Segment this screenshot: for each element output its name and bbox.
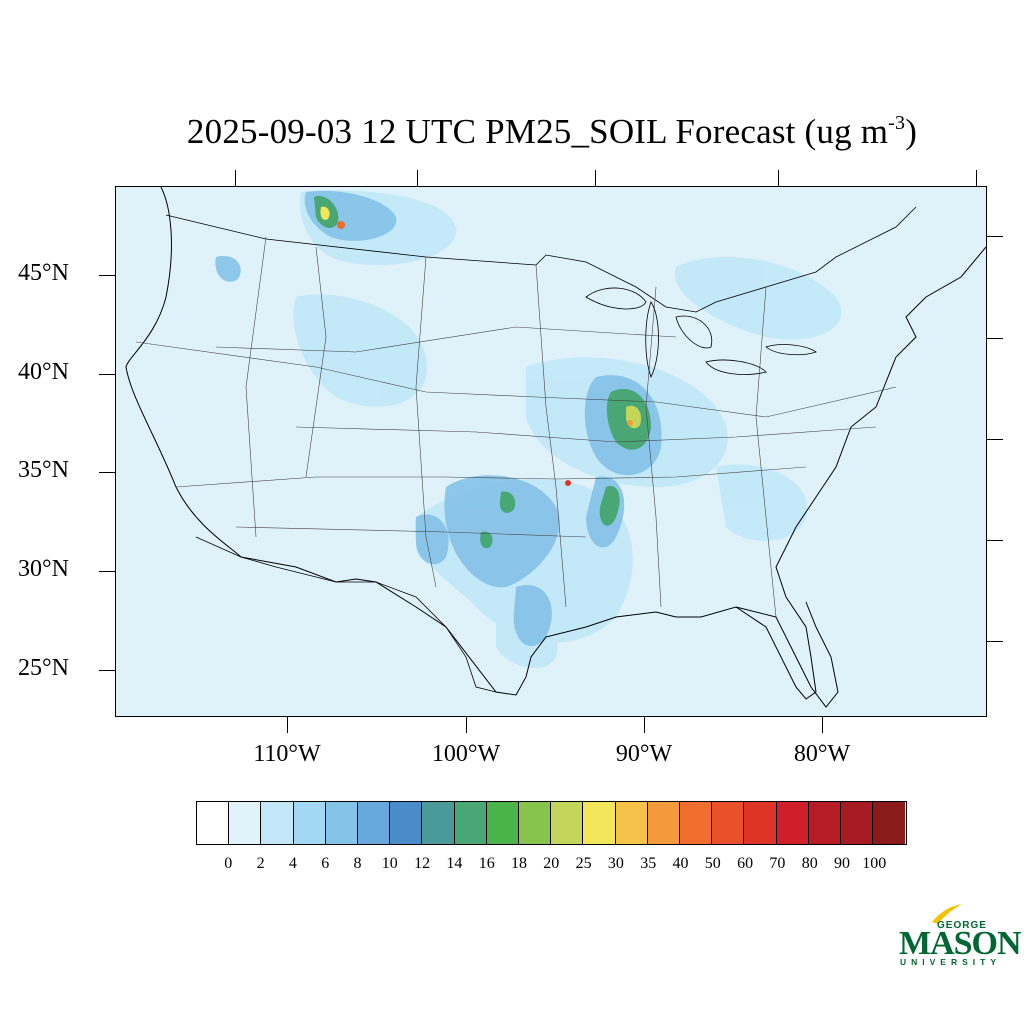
tick-left-30n bbox=[99, 571, 115, 572]
forecast-map bbox=[115, 186, 987, 717]
tick-bottom-80w bbox=[822, 717, 823, 733]
colorbar-cell-19 bbox=[808, 802, 842, 844]
lat-label-25n: 25°N bbox=[18, 655, 69, 681]
colorbar-label-4: 8 bbox=[353, 855, 362, 872]
colorbar-cell-6 bbox=[390, 802, 423, 844]
colorbar-cell-1 bbox=[229, 802, 262, 844]
colorbar-cell-10 bbox=[519, 802, 552, 844]
colorbar-label-19: 90 bbox=[834, 855, 850, 872]
colorbar-cell-15 bbox=[680, 802, 713, 844]
logo-university-text: UNIVERSITY bbox=[900, 957, 1002, 967]
colorbar-cell-11 bbox=[551, 802, 584, 844]
colorbar-cell-3 bbox=[293, 802, 326, 844]
gmu-logo bbox=[932, 904, 962, 924]
colorbar-cell-0 bbox=[197, 802, 230, 844]
tick-right-2 bbox=[987, 338, 1003, 339]
tick-left-35n bbox=[99, 472, 115, 473]
colorbar-label-5: 10 bbox=[381, 855, 398, 872]
lon-label-110w: 110°W bbox=[253, 741, 321, 767]
lon-label-100w: 100°W bbox=[431, 741, 501, 767]
lat-label-40n: 40°N bbox=[18, 359, 69, 385]
map-title-close: ) bbox=[905, 112, 918, 151]
colorbar-label-3: 6 bbox=[321, 855, 330, 872]
great-lakes bbox=[585, 287, 817, 379]
lon-label-80w: 80°W bbox=[793, 741, 851, 767]
tick-right-1 bbox=[987, 236, 1003, 237]
colorbar-label-1: 2 bbox=[256, 855, 265, 872]
colorbar-label-13: 35 bbox=[640, 855, 657, 872]
colorbar-label-17: 70 bbox=[769, 855, 786, 872]
tick-top-2 bbox=[417, 170, 418, 186]
logo-george-text: GEORGE bbox=[937, 920, 987, 931]
colorbar-label-6: 12 bbox=[414, 855, 431, 872]
tick-left-45n bbox=[99, 275, 115, 276]
mexico-border bbox=[195, 536, 497, 693]
colorbar-label-16: 60 bbox=[737, 855, 754, 872]
colorbar-cell-8 bbox=[454, 802, 487, 844]
state-boundaries bbox=[135, 236, 897, 618]
tick-left-25n bbox=[99, 670, 115, 671]
colorbar bbox=[196, 801, 907, 845]
colorbar-cell-2 bbox=[261, 802, 294, 844]
tick-top-3 bbox=[595, 170, 596, 186]
tick-left-40n bbox=[99, 374, 115, 375]
colorbar-label-18: 80 bbox=[801, 855, 818, 872]
colorbar-label-2: 4 bbox=[288, 855, 297, 872]
tick-right-4 bbox=[987, 540, 1003, 541]
colorbar-label-14: 40 bbox=[672, 855, 689, 872]
lat-label-45n: 45°N bbox=[18, 260, 69, 286]
colorbar-label-12: 30 bbox=[607, 855, 624, 872]
logo-mason-text: MASON bbox=[899, 925, 1022, 962]
map-canvas bbox=[116, 187, 986, 716]
colorbar-cell-4 bbox=[325, 802, 359, 844]
map-title-unit-exponent: -3 bbox=[888, 112, 906, 134]
map-title-text: 2025-09-03 12 UTC PM25_SOIL Forecast (ug… bbox=[186, 112, 889, 151]
colorbar-cell-12 bbox=[583, 802, 616, 844]
florida-peninsula bbox=[735, 601, 839, 708]
colorbar-label-20: 100 bbox=[862, 855, 887, 872]
map-title: 2025-09-03 12 UTC PM25_SOIL Forecast (ug… bbox=[0, 112, 1024, 152]
colorbar-cell-7 bbox=[422, 802, 455, 844]
colorbar-label-9: 18 bbox=[511, 855, 527, 872]
colorbar-cell-18 bbox=[776, 802, 809, 844]
colorbar-cell-17 bbox=[744, 802, 777, 844]
logo-flame-icon bbox=[932, 904, 962, 924]
canada-border bbox=[165, 206, 917, 313]
tick-bottom-110w bbox=[287, 717, 288, 733]
tick-bottom-100w bbox=[466, 717, 467, 733]
tick-top-5 bbox=[976, 170, 977, 186]
tick-bottom-90w bbox=[644, 717, 645, 733]
colorbar-cell-14 bbox=[647, 802, 681, 844]
colorbar-cell-9 bbox=[486, 802, 520, 844]
us-outline bbox=[125, 187, 986, 700]
colorbar-cell-20 bbox=[841, 802, 874, 844]
colorbar-label-0: 0 bbox=[224, 855, 233, 872]
concentration-field-peak bbox=[320, 206, 642, 486]
colorbar-cell-21 bbox=[873, 802, 906, 844]
colorbar-label-15: 50 bbox=[704, 855, 721, 872]
lat-label-30n: 30°N bbox=[18, 556, 69, 582]
colorbar-label-8: 16 bbox=[478, 855, 495, 872]
colorbar-label-10: 20 bbox=[543, 855, 560, 872]
tick-right-5 bbox=[987, 641, 1003, 642]
tick-right-3 bbox=[987, 439, 1003, 440]
colorbar-label-11: 25 bbox=[575, 855, 592, 872]
colorbar-cell-5 bbox=[358, 802, 391, 844]
colorbar-cell-16 bbox=[712, 802, 745, 844]
tick-top-4 bbox=[778, 170, 779, 186]
colorbar-label-7: 14 bbox=[446, 855, 463, 872]
lat-label-35n: 35°N bbox=[18, 457, 69, 483]
tick-top-1 bbox=[235, 170, 236, 186]
lon-label-90w: 90°W bbox=[615, 741, 673, 767]
colorbar-cell-13 bbox=[615, 802, 648, 844]
